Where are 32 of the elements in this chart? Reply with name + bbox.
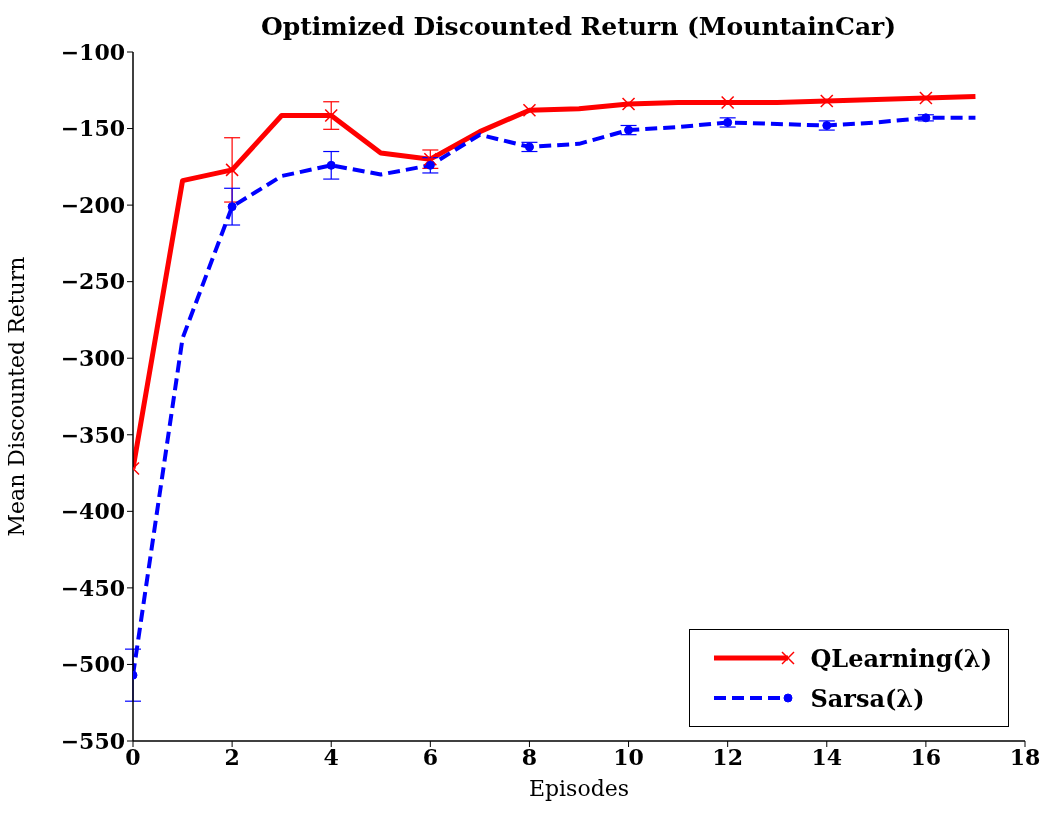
x-tick-label: 10 xyxy=(613,743,644,770)
x-tick-label: 0 xyxy=(125,743,141,770)
x-tick-label: 18 xyxy=(1009,743,1041,770)
y-tick-label: −150 xyxy=(60,115,125,142)
y-tick-label: −400 xyxy=(60,498,125,525)
legend-label: QLearning(λ) xyxy=(810,643,992,673)
x-tick-label: 2 xyxy=(224,743,240,770)
y-tick-label: −350 xyxy=(60,421,125,448)
x-tick-label: 12 xyxy=(712,743,743,770)
point xyxy=(624,125,634,135)
y-tick-label: −500 xyxy=(60,651,125,678)
point xyxy=(524,142,534,152)
x-tick-label: 8 xyxy=(521,743,538,770)
y-tick-label: −300 xyxy=(60,345,125,372)
x-tick-label: 4 xyxy=(323,743,339,770)
x-axis-title: Episodes xyxy=(528,776,630,801)
point xyxy=(723,117,733,127)
chart-title: Optimized Discounted Return (MountainCar) xyxy=(259,12,898,41)
point xyxy=(921,113,931,123)
x-tick-label: 16 xyxy=(910,743,942,770)
point xyxy=(227,202,237,212)
legend-label: Sarsa(λ) xyxy=(810,683,925,713)
y-tick-label: −550 xyxy=(60,727,125,754)
point xyxy=(425,160,435,170)
y-tick-label: −200 xyxy=(60,191,125,218)
x-tick-label: 14 xyxy=(811,743,843,770)
y-tick-label: −450 xyxy=(60,574,125,601)
y-tick-label: −100 xyxy=(60,38,125,65)
point xyxy=(822,120,832,130)
point xyxy=(326,160,336,170)
x-tick-label: 6 xyxy=(422,743,438,770)
y-tick-label: −250 xyxy=(60,268,125,295)
